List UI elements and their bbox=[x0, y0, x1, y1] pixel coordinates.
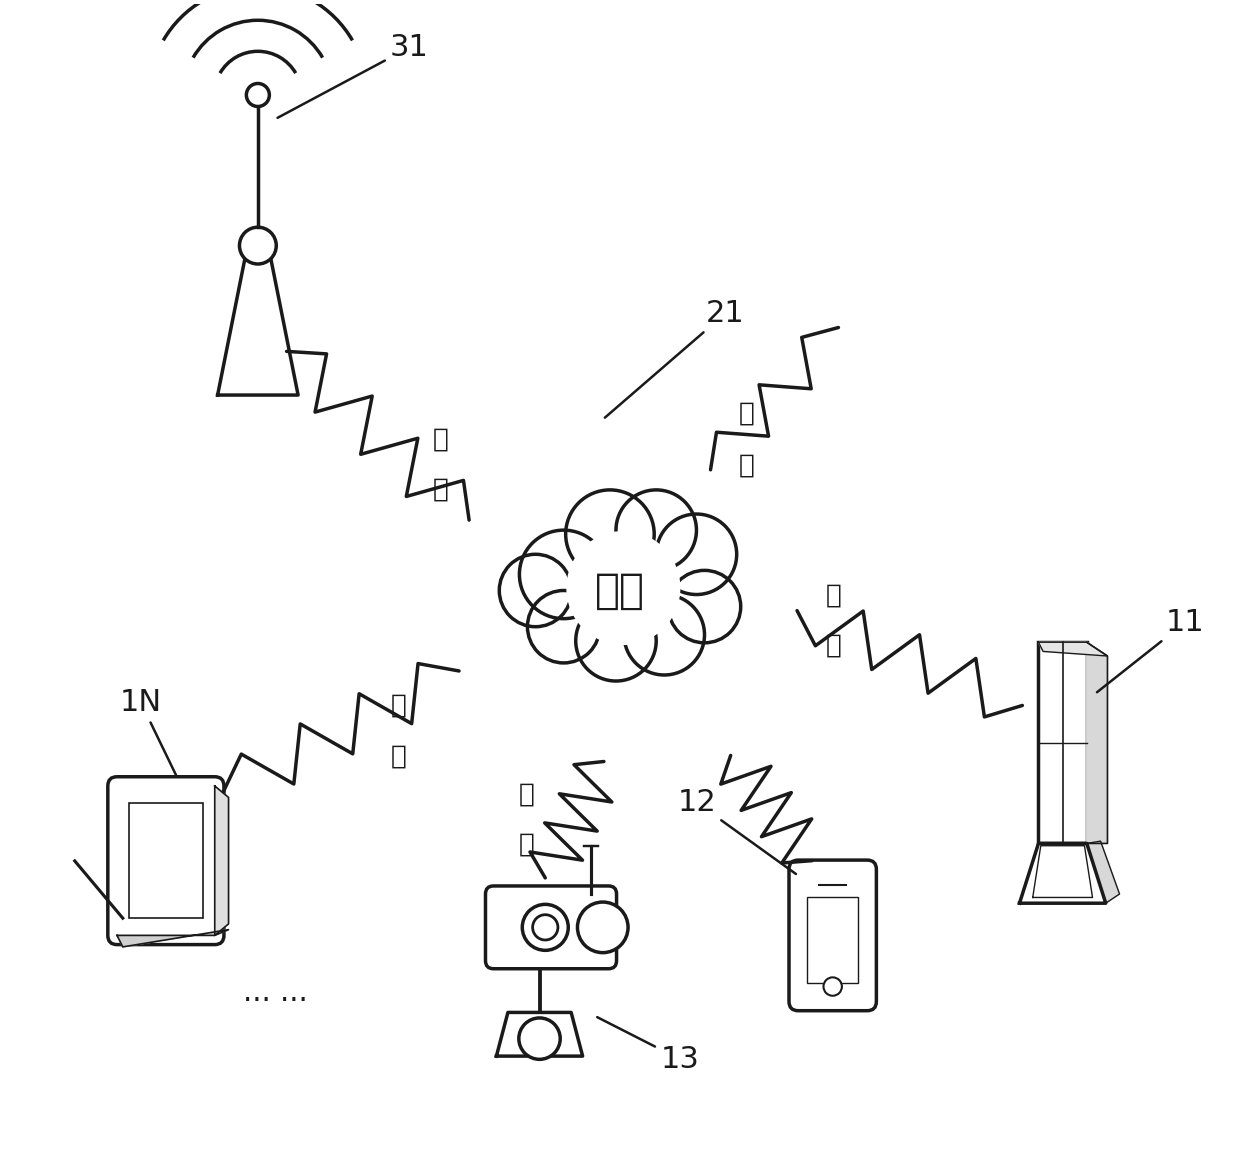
Circle shape bbox=[567, 532, 680, 644]
Text: ... ...: ... ... bbox=[243, 979, 308, 1006]
Polygon shape bbox=[1086, 841, 1120, 903]
Circle shape bbox=[527, 591, 600, 662]
Polygon shape bbox=[500, 490, 740, 681]
Circle shape bbox=[247, 83, 269, 107]
Circle shape bbox=[518, 1018, 560, 1060]
Bar bbox=[129, 804, 203, 918]
Text: 交: 交 bbox=[739, 401, 754, 427]
Text: 1N: 1N bbox=[120, 688, 176, 776]
Circle shape bbox=[616, 490, 697, 571]
Text: 交: 交 bbox=[826, 582, 842, 608]
FancyBboxPatch shape bbox=[108, 777, 224, 945]
Circle shape bbox=[575, 601, 656, 681]
Text: 互: 互 bbox=[518, 831, 534, 858]
Circle shape bbox=[565, 490, 655, 579]
Polygon shape bbox=[1019, 843, 1106, 903]
Text: 网络: 网络 bbox=[595, 570, 645, 611]
Polygon shape bbox=[1038, 643, 1107, 657]
Text: 交: 交 bbox=[391, 692, 407, 719]
Bar bbox=[1038, 643, 1086, 843]
Text: 13: 13 bbox=[598, 1017, 699, 1073]
Circle shape bbox=[578, 902, 627, 953]
Circle shape bbox=[656, 514, 737, 594]
FancyBboxPatch shape bbox=[789, 860, 877, 1011]
Polygon shape bbox=[215, 786, 228, 936]
Polygon shape bbox=[117, 930, 228, 947]
Circle shape bbox=[668, 571, 740, 643]
Polygon shape bbox=[496, 1012, 583, 1056]
Text: 互: 互 bbox=[826, 633, 842, 659]
Circle shape bbox=[522, 904, 568, 951]
FancyBboxPatch shape bbox=[486, 886, 616, 969]
Polygon shape bbox=[217, 245, 298, 395]
Polygon shape bbox=[1086, 643, 1107, 843]
Text: 交: 交 bbox=[518, 782, 534, 807]
Text: 12: 12 bbox=[677, 789, 796, 874]
Text: 31: 31 bbox=[278, 32, 429, 118]
Circle shape bbox=[533, 915, 558, 940]
Text: 互: 互 bbox=[739, 453, 754, 478]
Circle shape bbox=[239, 227, 277, 264]
Circle shape bbox=[823, 977, 842, 996]
Text: 21: 21 bbox=[605, 299, 745, 418]
Bar bbox=[807, 897, 858, 983]
Text: 互: 互 bbox=[433, 477, 449, 503]
Circle shape bbox=[500, 555, 572, 626]
Text: 交: 交 bbox=[433, 426, 449, 452]
Text: 互: 互 bbox=[391, 743, 407, 770]
Text: 11: 11 bbox=[1097, 608, 1205, 692]
Circle shape bbox=[520, 530, 608, 618]
Circle shape bbox=[624, 594, 704, 675]
